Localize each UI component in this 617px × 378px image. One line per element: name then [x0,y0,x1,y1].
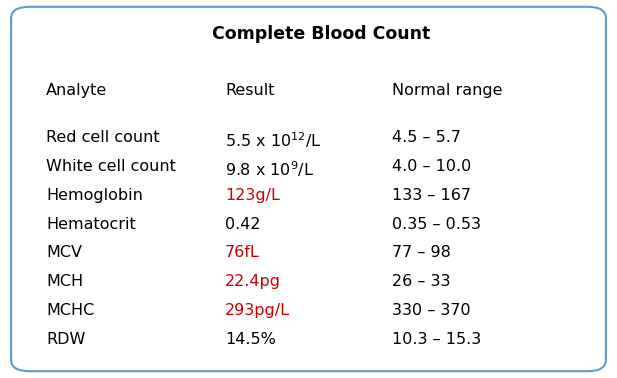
Text: Complete Blood Count: Complete Blood Count [212,25,430,43]
Text: 77 – 98: 77 – 98 [392,245,450,260]
Text: Analyte: Analyte [46,83,107,98]
Text: 14.5%: 14.5% [225,332,276,347]
Text: 123g/L: 123g/L [225,188,280,203]
Text: 133 – 167: 133 – 167 [392,188,471,203]
Text: 5.5 x 10$^{12}$/L: 5.5 x 10$^{12}$/L [225,130,321,150]
Text: White cell count: White cell count [46,159,176,174]
Text: Result: Result [225,83,275,98]
Text: MCV: MCV [46,245,82,260]
Text: 9.8 x 10$^{9}$/L: 9.8 x 10$^{9}$/L [225,159,314,179]
Text: 330 – 370: 330 – 370 [392,303,470,318]
FancyBboxPatch shape [11,7,606,371]
Text: 293pg/L: 293pg/L [225,303,290,318]
Text: Hematocrit: Hematocrit [46,217,136,232]
Text: RDW: RDW [46,332,86,347]
Text: 4.5 – 5.7: 4.5 – 5.7 [392,130,461,146]
Text: 0.42: 0.42 [225,217,261,232]
Text: 26 – 33: 26 – 33 [392,274,450,289]
Text: 76fL: 76fL [225,245,260,260]
Text: 10.3 – 15.3: 10.3 – 15.3 [392,332,481,347]
Text: 4.0 – 10.0: 4.0 – 10.0 [392,159,471,174]
Text: Hemoglobin: Hemoglobin [46,188,143,203]
Text: 0.35 – 0.53: 0.35 – 0.53 [392,217,481,232]
Text: Normal range: Normal range [392,83,502,98]
Text: MCH: MCH [46,274,83,289]
Text: Red cell count: Red cell count [46,130,160,146]
Text: 22.4pg: 22.4pg [225,274,281,289]
Text: MCHC: MCHC [46,303,94,318]
